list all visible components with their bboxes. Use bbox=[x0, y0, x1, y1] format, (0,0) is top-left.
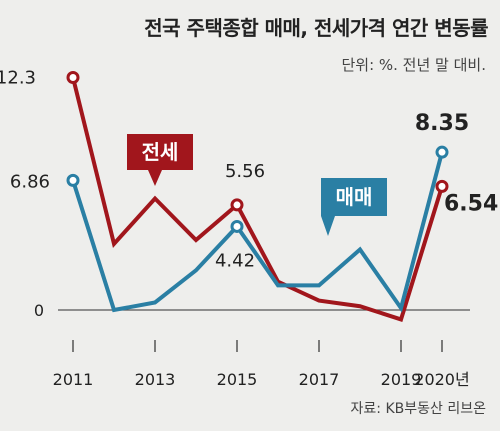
data-point-jeonse-2011 bbox=[66, 71, 80, 85]
callout-maemae-label: 매매 bbox=[336, 185, 373, 209]
data-point-maemae-2015 bbox=[230, 219, 244, 233]
y-tick-label-0: 0 bbox=[34, 301, 44, 320]
data-point-jeonse-2015 bbox=[230, 198, 244, 212]
data-label-jeonse-2011: 12.3 bbox=[0, 68, 36, 89]
data-point-jeonse-2020 bbox=[435, 179, 449, 193]
data-point-maemae-2011 bbox=[66, 173, 80, 187]
callout-jeonse-label: 전세 bbox=[142, 140, 179, 164]
callout-maemae-box bbox=[321, 178, 387, 236]
callout-jeonse-box bbox=[127, 134, 193, 186]
chart-unit-note: 단위: %. 전년 말 대비. bbox=[341, 56, 486, 74]
chart-title: 전국 주택종합 매매, 전세가격 연간 변동률 bbox=[144, 16, 488, 40]
data-label-jeonse-2015: 5.56 bbox=[225, 161, 265, 182]
data-label-maemae-2011: 6.86 bbox=[10, 171, 50, 192]
x-tick-label-2019: 2019 bbox=[381, 370, 422, 389]
x-tick-label-2013: 2013 bbox=[135, 370, 176, 389]
chart-source: 자료: KB부동산 리브온 bbox=[350, 401, 486, 417]
x-tick-label-2020: 2020년 bbox=[414, 370, 469, 389]
data-point-maemae-2020 bbox=[435, 145, 449, 159]
series-line-maemae bbox=[71, 151, 444, 313]
data-label-maemae-2015: 4.42 bbox=[215, 250, 255, 271]
x-tick-label-2011: 2011 bbox=[53, 370, 94, 389]
series-line-jeonse bbox=[71, 77, 444, 322]
data-label-jeonse-2020: 6.54 bbox=[444, 191, 498, 216]
x-tick-label-2015: 2015 bbox=[217, 370, 258, 389]
x-tick-label-2017: 2017 bbox=[299, 370, 340, 389]
data-label-maemae-2020: 8.35 bbox=[415, 111, 469, 136]
